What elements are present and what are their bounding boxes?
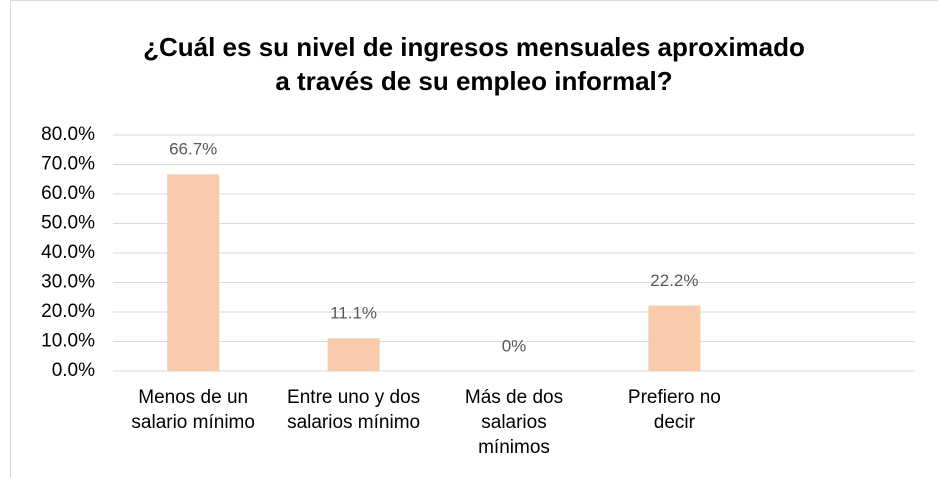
bar [327,338,380,371]
y-tick-label: 40.0% [41,242,95,263]
y-tick-label: 50.0% [41,213,95,234]
y-tick-label: 70.0% [41,154,95,175]
chart-title: ¿Cuál es su nivel de ingresos mensuales … [143,32,805,96]
data-label: 0% [502,336,527,355]
y-tick-label: 60.0% [41,183,95,204]
y-tick-label: 30.0% [41,272,95,293]
chart-border [10,0,938,478]
y-tick-label: 20.0% [41,301,95,322]
x-tick-label: Prefiero no decir [627,387,721,433]
x-tick-label: Menos de un salario mínimo [131,387,255,433]
y-tick-label: 0.0% [52,360,95,381]
x-tick-label: Más de dos salarios mínimos [464,387,564,458]
data-label: 22.2% [650,271,698,290]
x-tick-label: Entre uno y dos salarios mínimo [287,387,421,433]
bar [648,305,701,371]
data-label: 11.1% [330,304,377,323]
data-label: 66.7% [169,140,217,159]
bar [167,174,220,371]
y-tick-label: 80.0% [41,124,95,145]
y-tick-label: 10.0% [41,331,95,352]
